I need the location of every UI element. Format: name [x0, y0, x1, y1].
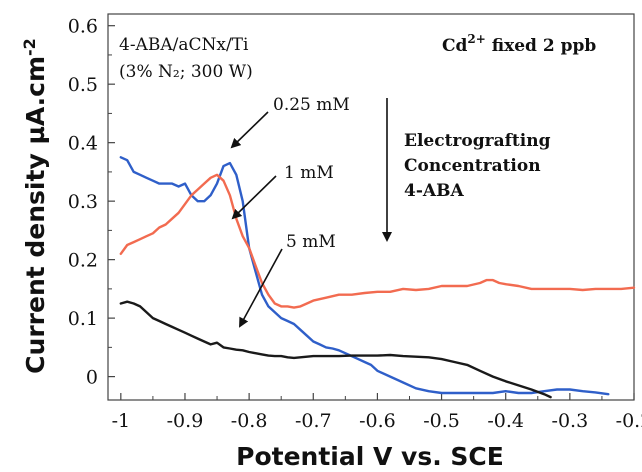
y-tick-label: 0.5: [68, 74, 98, 96]
y-axis-ticks: 0 0.1 0.2 0.3 0.4 0.5 0.6: [68, 16, 115, 389]
electrografting-line3: 4-ABA: [404, 181, 464, 201]
arrow-1-mm: [231, 175, 277, 220]
fixed-concentration-label: Cd2+ fixed 2 ppb: [442, 32, 596, 56]
label-5-mm: 5 mM: [286, 232, 336, 252]
series-group: [119, 156, 636, 399]
x-tick-label: -1: [112, 410, 131, 432]
series-line-1-mm: [119, 173, 636, 309]
conditions-label: (3% N₂; 300 W): [119, 62, 253, 82]
y-tick-label: 0.4: [68, 133, 98, 155]
arrow-5-mm: [239, 248, 283, 328]
x-axis-ticks: -1 -0.9 -0.8 -0.7 -0.6 -0.5 -0.4 -0.3 -0.2: [112, 393, 642, 432]
x-axis-title: Potential V vs. SCE: [236, 442, 504, 471]
y-axis-title: Current density µA.cm-2: [20, 38, 50, 374]
y-tick-label: 0: [86, 367, 98, 389]
label-0-25-mm: 0.25 mM: [273, 95, 350, 115]
x-tick-label: -0.7: [295, 410, 332, 432]
arrow-0-25-mm: [230, 111, 269, 149]
x-tick-label: -0.6: [359, 410, 396, 432]
electrografting-line1: Electrografting: [404, 131, 551, 151]
y-tick-label: 0.3: [68, 191, 98, 213]
electrografting-line2: Concentration: [404, 156, 541, 176]
plot-frame: [107, 13, 635, 401]
x-tick-label: -0.9: [167, 410, 204, 432]
series-line-5-mm: [119, 300, 552, 399]
x-tick-label: -0.5: [423, 410, 460, 432]
x-tick-label: -0.2: [616, 410, 642, 432]
series-line-0-25-mm: [119, 156, 610, 396]
x-tick-label: -0.4: [487, 410, 524, 432]
x-tick-label: -0.8: [231, 410, 268, 432]
x-tick-label: -0.3: [552, 410, 589, 432]
sample-label: 4-ABA/aCNx/Ti: [119, 35, 249, 55]
label-1-mm: 1 mM: [284, 163, 334, 183]
y-tick-label: 0.1: [68, 308, 98, 330]
y-tick-label: 0.2: [68, 250, 98, 272]
y-tick-label: 0.6: [68, 16, 98, 38]
